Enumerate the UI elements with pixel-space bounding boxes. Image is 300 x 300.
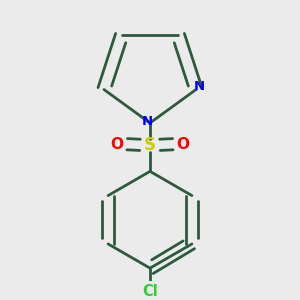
Text: O: O bbox=[111, 137, 124, 152]
Text: N: N bbox=[142, 115, 153, 128]
Text: N: N bbox=[194, 80, 205, 93]
Text: S: S bbox=[144, 136, 156, 154]
Text: O: O bbox=[176, 137, 189, 152]
Text: Cl: Cl bbox=[142, 284, 158, 299]
